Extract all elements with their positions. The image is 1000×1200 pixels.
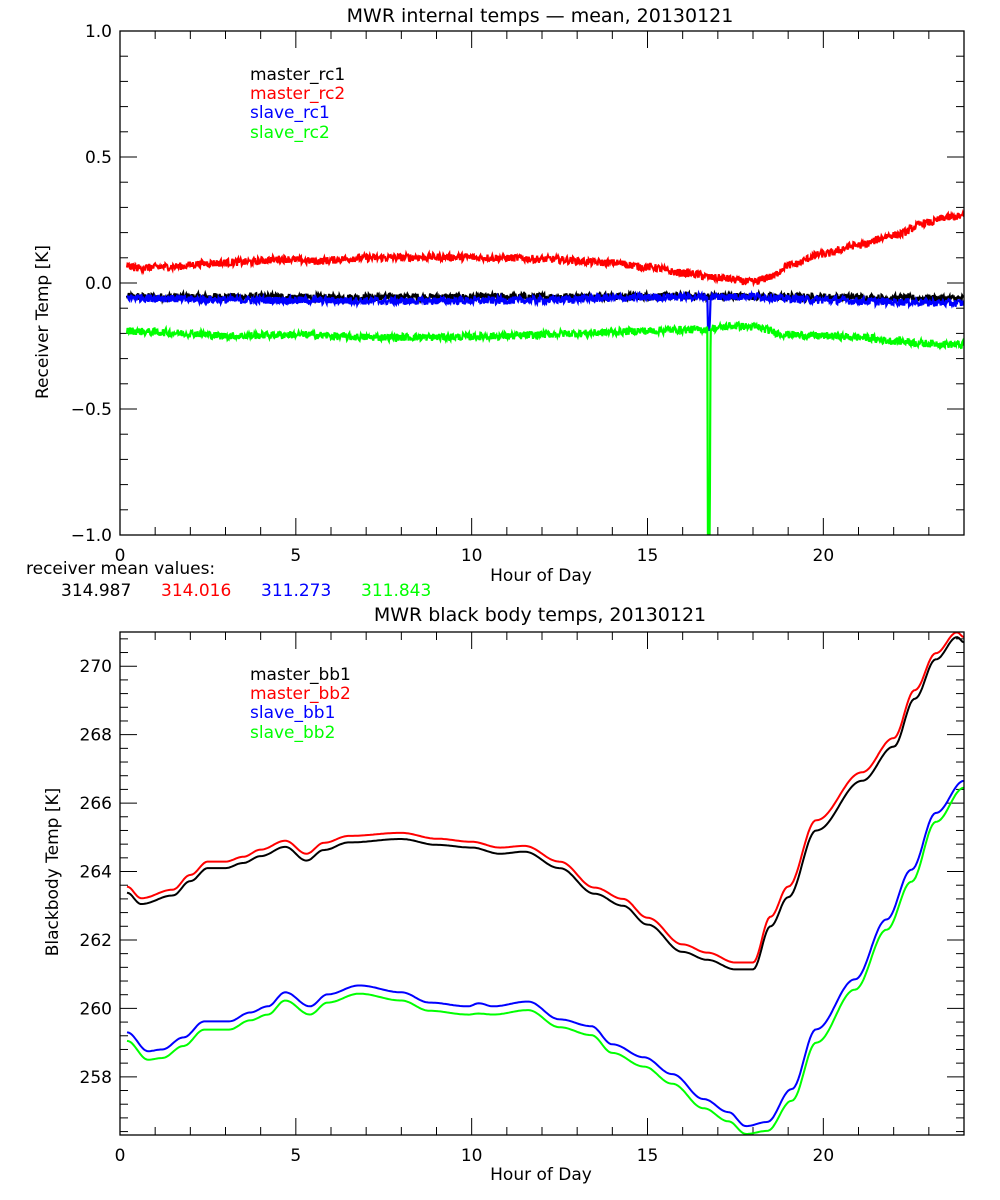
receiver-temps-plot: MWR internal temps — mean, 20130121 0 5 10… bbox=[26, 5, 965, 601]
x-tick-label: 5 bbox=[290, 546, 301, 566]
y-tick-label: −1.0 bbox=[71, 526, 112, 546]
series-line-master-bb2 bbox=[126, 632, 964, 964]
series-line-slave-rc1 bbox=[126, 289, 964, 332]
blackbody-temps-plot: MWR black body temps, 20130121 0 5 10 15 20 2… bbox=[43, 604, 965, 1185]
plot2-frame bbox=[119, 631, 965, 1136]
y-tick-label: 264 bbox=[80, 863, 112, 883]
mean-slave-rc2: 311.843 bbox=[361, 581, 431, 601]
x-tick-label: 10 bbox=[461, 1146, 483, 1166]
legend-slave-rc2: slave_rc2 bbox=[250, 123, 330, 143]
legend-master-bb1: master_bb1 bbox=[250, 665, 351, 685]
legend-slave-rc1: slave_rc1 bbox=[250, 103, 330, 123]
legend-master-rc1: master_rc1 bbox=[250, 65, 345, 85]
y-tick-label: 0.5 bbox=[85, 148, 112, 168]
plot1-title: MWR internal temps — mean, 20130121 bbox=[347, 5, 734, 27]
receiver-mean-label: receiver mean values: bbox=[26, 559, 215, 579]
mean-master-rc1: 314.987 bbox=[61, 581, 131, 601]
mean-master-rc2: 314.016 bbox=[161, 581, 231, 601]
plot2-ticks: 0 5 10 15 20 258 260 262 264 266 268 270 bbox=[80, 632, 965, 1166]
legend-master-rc2: master_rc2 bbox=[250, 84, 345, 104]
legend-slave-bb1: slave_bb1 bbox=[250, 703, 335, 723]
series-line-slave-rc2 bbox=[125, 320, 964, 535]
plot2-title: MWR black body temps, 20130121 bbox=[374, 604, 706, 626]
x-tick-label: 20 bbox=[813, 1146, 835, 1166]
plot1-legend: master_rc1 master_rc2 slave_rc1 slave_rc… bbox=[250, 65, 345, 143]
y-tick-label: 268 bbox=[80, 726, 112, 746]
plot2-xlabel: Hour of Day bbox=[490, 1165, 592, 1185]
y-tick-label: −0.5 bbox=[71, 400, 112, 420]
plot2-lines bbox=[126, 632, 964, 1135]
series-line-slave-bb1 bbox=[126, 779, 964, 1128]
series-line-master-bb1 bbox=[126, 636, 964, 971]
x-tick-label: 0 bbox=[115, 1146, 126, 1166]
y-tick-label: 270 bbox=[80, 657, 112, 677]
plot2-ylabel: Blackbody Temp [K] bbox=[43, 788, 63, 957]
plot2-legend: master_bb1 master_bb2 slave_bb1 slave_bb… bbox=[250, 665, 351, 743]
plot1-ticks: 0 5 10 15 20 −1.0 −0.5 0.0 0.5 1.0 bbox=[71, 22, 965, 566]
mean-slave-rc1: 311.273 bbox=[261, 581, 331, 601]
series-line-slave-bb2 bbox=[126, 786, 964, 1135]
y-tick-label: 262 bbox=[80, 931, 112, 951]
plot1-lines bbox=[125, 208, 964, 535]
y-tick-label: 260 bbox=[80, 999, 112, 1019]
x-tick-label: 10 bbox=[461, 546, 483, 566]
x-tick-label: 20 bbox=[813, 546, 835, 566]
y-tick-label: 1.0 bbox=[85, 22, 112, 42]
x-tick-label: 15 bbox=[637, 1146, 659, 1166]
x-tick-label: 15 bbox=[637, 546, 659, 566]
y-tick-label: 266 bbox=[80, 794, 112, 814]
legend-slave-bb2: slave_bb2 bbox=[250, 723, 335, 743]
y-tick-label: 0.0 bbox=[85, 274, 112, 294]
plot1-frame bbox=[119, 30, 965, 536]
y-tick-label: 258 bbox=[80, 1068, 112, 1088]
plot1-xlabel: Hour of Day bbox=[490, 566, 592, 586]
receiver-mean-values: receiver mean values: 314.987 314.016 31… bbox=[26, 559, 431, 601]
plot1-ylabel: Receiver Temp [K] bbox=[33, 245, 53, 399]
series-line-master-rc2 bbox=[125, 208, 964, 288]
x-tick-label: 0 bbox=[115, 546, 126, 566]
legend-master-bb2: master_bb2 bbox=[250, 684, 351, 704]
x-tick-label: 5 bbox=[290, 1146, 301, 1166]
